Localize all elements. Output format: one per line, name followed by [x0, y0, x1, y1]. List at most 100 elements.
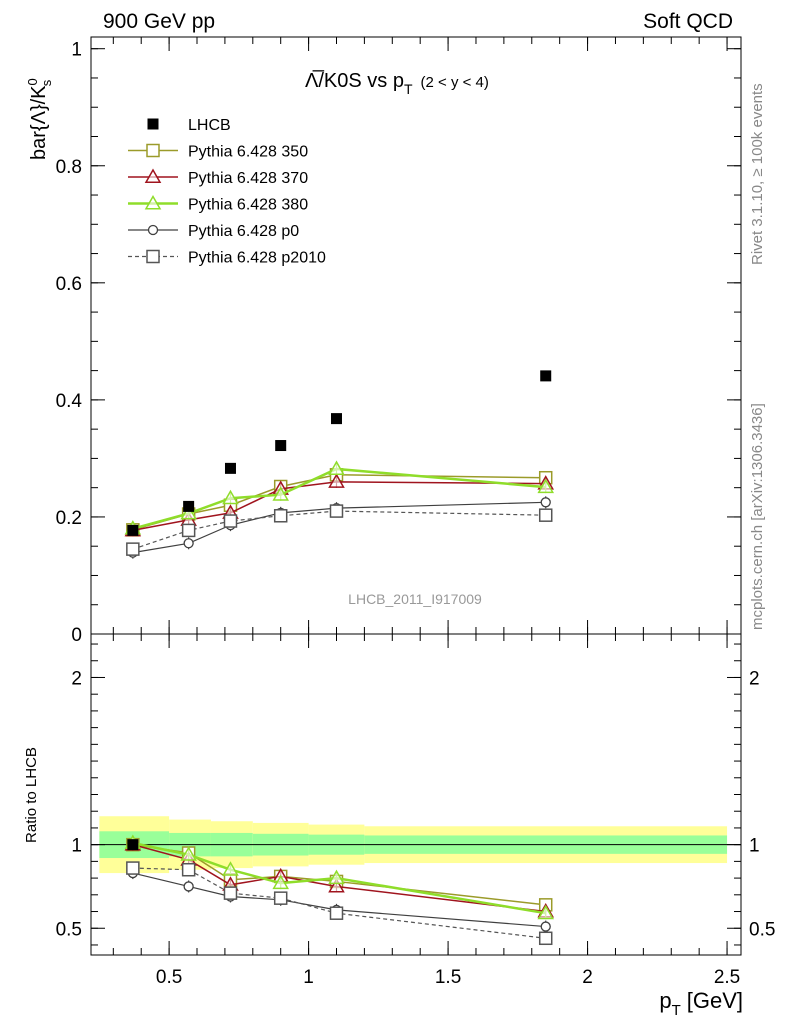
legend-label: Pythia 6.428 p2010 — [188, 250, 326, 267]
data-point — [329, 504, 344, 518]
main-panel: 0 0.2 0.4 0.6 0.8 1 Λ̅/K0S vs pT (2 < y < 4) b… — [25, 36, 742, 646]
data-point — [538, 931, 553, 946]
ratio-line-p2010 — [132, 867, 546, 939]
x-axis-label-sub: T — [672, 1002, 681, 1019]
header-left: 900 GeV pp — [103, 10, 215, 33]
data-point — [330, 413, 342, 425]
y-tick-label: 0.6 — [56, 274, 82, 295]
ratio-series-p2010 — [126, 861, 553, 946]
main-title: Λ̅/K0S vs pT (2 < y < 4) — [305, 69, 489, 97]
data-point — [328, 869, 345, 885]
data-point — [328, 460, 345, 475]
main-title-text: Λ̅/K0S vs p — [305, 69, 404, 92]
data-point — [222, 489, 239, 505]
mcplots-label: mcplots.cern.ch [arXiv:1306.3436] — [749, 403, 766, 630]
main-line-p2010 — [132, 510, 546, 550]
y-tick-label: 0.2 — [56, 508, 82, 529]
legend-label: LHCB — [188, 117, 231, 134]
legend-item-p0: Pythia 6.428 p0 — [128, 223, 299, 240]
data-point — [127, 524, 139, 536]
main-series-lhcb — [127, 370, 552, 536]
x-axis-label-text: p — [659, 988, 671, 1013]
legend-item-p2010: Pythia 6.428 p2010 — [128, 250, 326, 267]
legend-item-p370: Pythia 6.428 370 — [128, 168, 308, 187]
data-point — [272, 874, 289, 890]
data-point — [273, 509, 288, 523]
main-ylabel-sub: s — [39, 79, 54, 86]
main-title-sub: T — [404, 81, 413, 97]
data-point — [224, 462, 236, 474]
data-point — [223, 514, 238, 528]
ratio-reference-point — [127, 839, 139, 851]
data-point — [537, 478, 555, 494]
x-axis-label: pT [GeV] — [659, 988, 743, 1019]
data-point — [181, 523, 196, 538]
ratio-line-p0 — [132, 872, 546, 928]
x-tick-label: 0.5 — [156, 967, 182, 988]
main-line-p380 — [132, 467, 546, 530]
data-point — [328, 473, 345, 488]
legend-marker — [146, 249, 160, 264]
x-tick-label: 2 — [582, 967, 593, 988]
legend: LHCB Pythia 6.428 350 Pythia 6.428 370 Pyth… — [128, 117, 326, 267]
data-point — [273, 891, 288, 905]
legend-label: Pythia 6.428 p0 — [188, 223, 299, 240]
x-axis-label-unit: [GeV] — [687, 988, 743, 1013]
main-ylabel-text: bar{Λ}/K — [28, 85, 50, 160]
data-point — [223, 886, 238, 900]
legend-label: Pythia 6.428 370 — [188, 170, 308, 187]
legend-marker — [147, 224, 159, 236]
legend-item-lhcb: LHCB — [147, 117, 231, 134]
analysis-watermark: LHCB_2011_I917009 — [348, 591, 482, 607]
legend-item-p350: Pythia 6.428 350 — [128, 144, 308, 161]
data-point — [540, 921, 551, 932]
ratio-y-tick-label-right: 1 — [749, 836, 760, 857]
header-right: Soft QCD — [643, 10, 733, 33]
legend-label: Pythia 6.428 380 — [188, 197, 308, 214]
data-point — [538, 508, 553, 522]
data-point — [222, 861, 239, 876]
x-tick-label: 2.5 — [714, 967, 740, 988]
main-ylabel-sup: 0 — [25, 78, 40, 85]
data-point — [540, 497, 551, 508]
data-point — [181, 862, 196, 877]
ratio-y-tick-label: 1 — [71, 836, 82, 857]
ratio-ylabel: Ratio to LHCB — [23, 747, 40, 843]
legend-marker — [144, 168, 162, 183]
data-point — [272, 486, 289, 501]
ratio-y-tick-label-right: 2 — [749, 668, 760, 689]
ratio-panel: 0.5 0.5 1 1 2 2 0.5 1 1.5 2 2.5 Ratio to LHCB pT [G… — [23, 633, 775, 1019]
data-point — [183, 881, 194, 892]
data-point — [328, 877, 345, 893]
data-point — [126, 861, 140, 875]
legend-marker — [146, 143, 160, 158]
data-point — [183, 538, 194, 549]
data-point — [540, 370, 552, 382]
y-tick-label: 0 — [71, 625, 82, 646]
y-tick-label: 0.8 — [56, 157, 82, 178]
ratio-y-tick-label: 0.5 — [56, 919, 82, 940]
legend-item-p380: Pythia 6.428 380 — [128, 194, 308, 214]
legend-marker — [147, 118, 159, 130]
data-point — [126, 542, 140, 556]
main-axes: 0 0.2 0.4 0.6 0.8 1 — [56, 37, 741, 646]
ratio-line-p380 — [132, 841, 546, 915]
x-tick-label: 1.5 — [435, 967, 461, 988]
y-tick-label: 1 — [71, 40, 82, 61]
data-point — [329, 906, 344, 920]
data-point — [183, 500, 195, 512]
data-point — [275, 440, 287, 452]
main-line-p370 — [132, 481, 546, 532]
ratio-y-tick-label-right: 0.5 — [749, 919, 775, 940]
data-point — [537, 904, 555, 920]
main-series-p2010 — [126, 504, 553, 556]
x-tick-label: 1 — [303, 967, 314, 988]
ratio-axes: 0.5 0.5 1 1 2 2 0.5 1 1.5 2 2.5 — [56, 634, 775, 988]
main-ylabel: bar{Λ}/K0s — [25, 78, 54, 160]
ratio-series-layer — [124, 834, 555, 946]
ratio-frame — [90, 633, 742, 956]
legend-marker — [144, 194, 162, 210]
ratio-line-p370 — [132, 843, 546, 913]
rivet-label: Rivet 3.1.10, ≥ 100k events — [749, 83, 766, 265]
